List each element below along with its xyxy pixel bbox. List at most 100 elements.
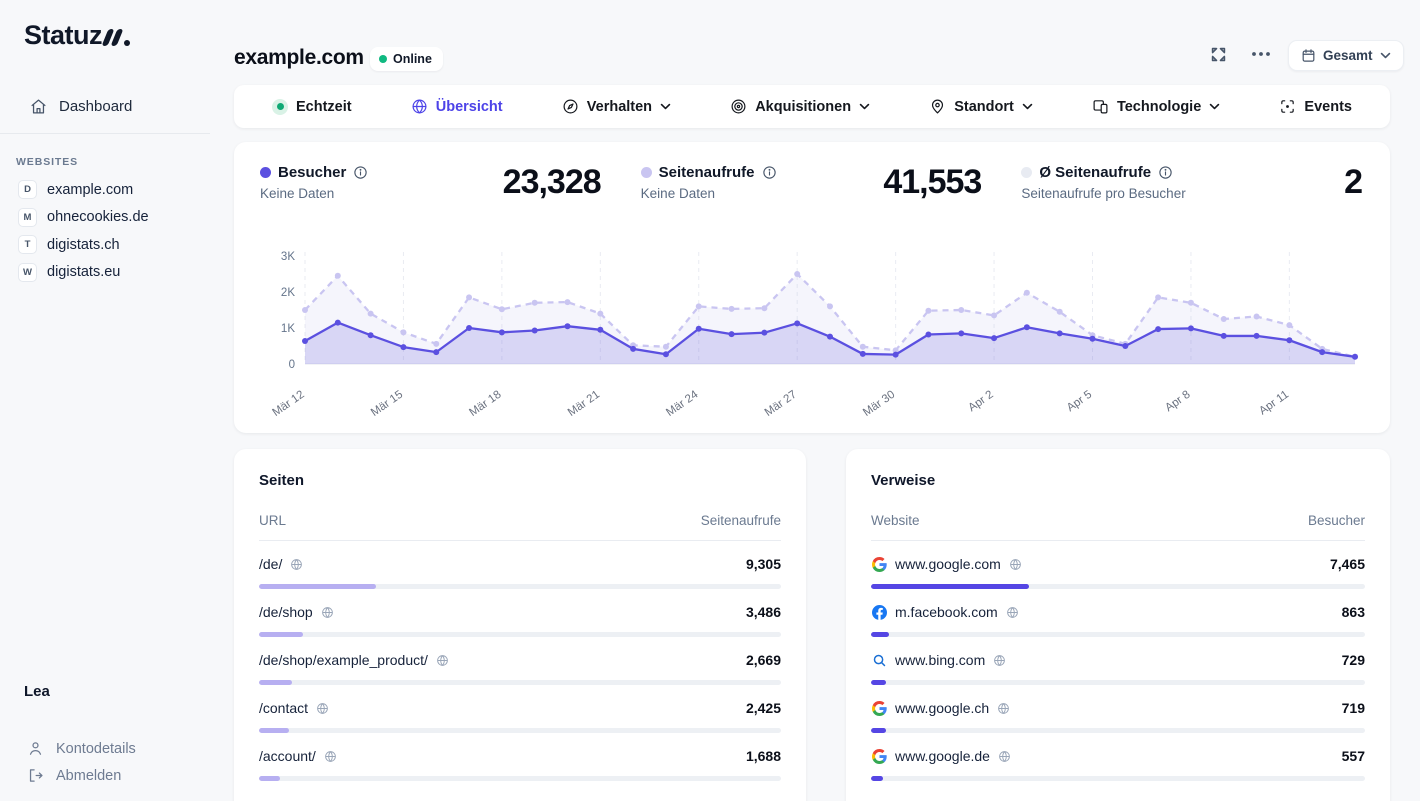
chevron-down-icon	[1209, 103, 1220, 110]
row-value: 863	[1342, 604, 1365, 620]
referrers-row[interactable]: m.facebook.com 863	[871, 604, 1365, 637]
info-icon[interactable]	[1158, 165, 1173, 180]
website-favicon-badge: W	[18, 263, 37, 282]
compass-icon	[562, 98, 579, 115]
tab-bersicht[interactable]: Übersicht	[411, 98, 503, 115]
row-value: 2,425	[746, 700, 781, 716]
tab-standort[interactable]: Standort	[929, 98, 1033, 115]
fullscreen-button[interactable]	[1209, 45, 1228, 64]
date-range-button[interactable]: Gesamt	[1288, 40, 1404, 71]
website-name: digistats.eu	[47, 264, 120, 280]
external-globe-icon[interactable]	[316, 702, 329, 715]
pages-row[interactable]: /contact 2,425	[259, 700, 781, 733]
sidebar-item-website[interactable]: T digistats.ch	[18, 235, 120, 254]
more-options-button[interactable]	[1251, 51, 1271, 57]
referrers-title: Verweise	[871, 472, 1365, 489]
external-globe-icon[interactable]	[436, 654, 449, 667]
row-label: www.google.de	[895, 748, 990, 764]
column-header-right[interactable]: Seitenaufrufe	[701, 513, 781, 528]
external-globe-icon[interactable]	[993, 654, 1006, 667]
row-value: 7,465	[1330, 556, 1365, 572]
row-progress-track	[871, 584, 1365, 589]
row-progress-track	[871, 776, 1365, 781]
row-progress-fill	[259, 776, 280, 781]
referrers-column-headers: Website Besucher	[871, 513, 1365, 541]
row-progress-track	[259, 680, 781, 685]
sidebar-item-dashboard[interactable]: Dashboard	[30, 98, 132, 115]
app-logo[interactable]: Statuz	[24, 20, 130, 51]
target-icon	[730, 98, 747, 115]
chevron-down-icon	[1380, 52, 1391, 59]
referrers-row[interactable]: www.google.ch 719	[871, 700, 1365, 733]
pages-row[interactable]: /de/shop/example_product/ 2,669	[259, 652, 781, 685]
sidebar-item-account[interactable]: Kontodetails	[27, 740, 136, 757]
stat-label: Besucher	[278, 164, 346, 181]
date-range-label: Gesamt	[1323, 48, 1373, 63]
external-globe-icon[interactable]	[1006, 606, 1019, 619]
tab-technologie[interactable]: Technologie	[1092, 98, 1220, 115]
column-header-left[interactable]: URL	[259, 513, 286, 528]
tab-label: Standort	[954, 99, 1014, 115]
row-progress-track	[259, 584, 781, 589]
column-header-left[interactable]: Website	[871, 513, 920, 528]
sidebar-item-website[interactable]: M ohnecookies.de	[18, 208, 149, 227]
sidebar-item-label: Kontodetails	[56, 741, 136, 757]
external-globe-icon[interactable]	[1009, 558, 1022, 571]
logout-icon	[27, 767, 44, 784]
referrers-row[interactable]: www.bing.com 729	[871, 652, 1365, 685]
svg-text:0: 0	[289, 359, 295, 371]
stat-label: Ø Seitenaufrufe	[1039, 164, 1151, 181]
row-progress-fill	[259, 680, 292, 685]
sidebar-item-website[interactable]: D example.com	[18, 180, 133, 199]
home-icon	[30, 98, 47, 115]
sidebar-item-logout[interactable]: Abmelden	[27, 767, 121, 784]
tab-events[interactable]: Events	[1279, 98, 1352, 115]
row-progress-track	[259, 632, 781, 637]
svg-text:Apr 5: Apr 5	[1065, 389, 1094, 415]
row-progress-fill	[259, 584, 376, 589]
pages-row[interactable]: /de/ 9,305	[259, 556, 781, 589]
referrers-row[interactable]: www.google.com 7,465	[871, 556, 1365, 589]
tab-label: Akquisitionen	[755, 99, 851, 115]
row-progress-fill	[259, 632, 303, 637]
pages-row[interactable]: /account/ 1,688	[259, 748, 781, 781]
website-name: ohnecookies.de	[47, 209, 149, 225]
referrers-card: Verweise Website Besucher www.google.com…	[846, 449, 1390, 801]
row-label: www.google.ch	[895, 700, 989, 716]
calendar-icon	[1301, 48, 1316, 63]
external-globe-icon[interactable]	[998, 750, 1011, 763]
svg-text:Mär 21: Mär 21	[566, 389, 602, 418]
stat-label: Seitenaufrufe	[659, 164, 755, 181]
website-favicon-badge: M	[18, 208, 37, 227]
visitors-chart[interactable]: 01K2K3KMär 12Mär 15Mär 18Mär 21Mär 24Mär…	[259, 240, 1365, 420]
sidebar-item-website[interactable]: W digistats.eu	[18, 263, 120, 282]
row-label: www.google.com	[895, 556, 1001, 572]
pages-row[interactable]: /de/shop 3,486	[259, 604, 781, 637]
google-favicon	[872, 749, 887, 764]
person-icon	[27, 740, 44, 757]
external-globe-icon[interactable]	[321, 606, 334, 619]
website-favicon-badge: T	[18, 235, 37, 254]
sidebar-item-label: Abmelden	[56, 768, 121, 784]
svg-text:2K: 2K	[281, 287, 295, 299]
column-header-right[interactable]: Besucher	[1308, 513, 1365, 528]
row-label: www.bing.com	[895, 652, 985, 668]
svg-text:Mär 27: Mär 27	[763, 389, 799, 418]
user-name: Lea	[24, 683, 50, 700]
info-icon[interactable]	[762, 165, 777, 180]
stats-row: Besucher Keine Daten 23,328 Seitenaufruf…	[234, 142, 1390, 201]
website-name: example.com	[47, 182, 133, 198]
external-globe-icon[interactable]	[997, 702, 1010, 715]
referrers-row[interactable]: www.google.de 557	[871, 748, 1365, 781]
tab-akquisitionen[interactable]: Akquisitionen	[730, 98, 870, 115]
external-globe-icon[interactable]	[324, 750, 337, 763]
row-progress-fill	[871, 680, 886, 685]
info-icon[interactable]	[353, 165, 368, 180]
tab-echtzeit[interactable]: Echtzeit	[272, 99, 352, 115]
row-value: 2,669	[746, 652, 781, 668]
tab-verhalten[interactable]: Verhalten	[562, 98, 671, 115]
row-value: 9,305	[746, 556, 781, 572]
external-globe-icon[interactable]	[290, 558, 303, 571]
website-name: digistats.ch	[47, 237, 120, 253]
websites-section-header: WEBSITES	[16, 156, 78, 168]
